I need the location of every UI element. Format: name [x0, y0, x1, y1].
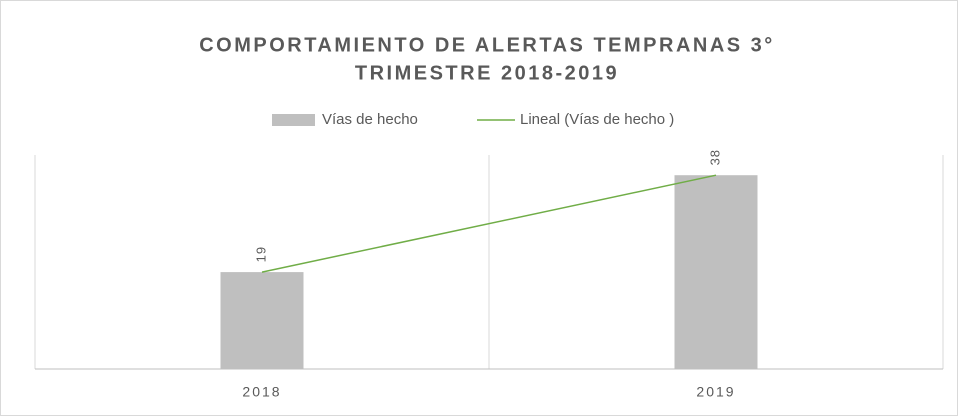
x-tick-label: 2018: [242, 384, 281, 400]
legend-label: Vías de hecho: [322, 111, 418, 128]
data-label: 19: [253, 246, 268, 262]
chart-title: COMPORTAMIENTO DE ALERTAS TEMPRANAS 3°: [199, 34, 775, 56]
data-label: 38: [707, 149, 722, 165]
bar: [220, 272, 304, 369]
legend-swatch: [272, 114, 315, 126]
legend-label: Lineal (Vías de hecho ): [520, 111, 674, 128]
trendline: [261, 174, 717, 273]
x-tick-label: 2019: [696, 384, 735, 400]
bar: [674, 175, 758, 369]
chart-title: TRIMESTRE 2018-2019: [355, 62, 619, 84]
